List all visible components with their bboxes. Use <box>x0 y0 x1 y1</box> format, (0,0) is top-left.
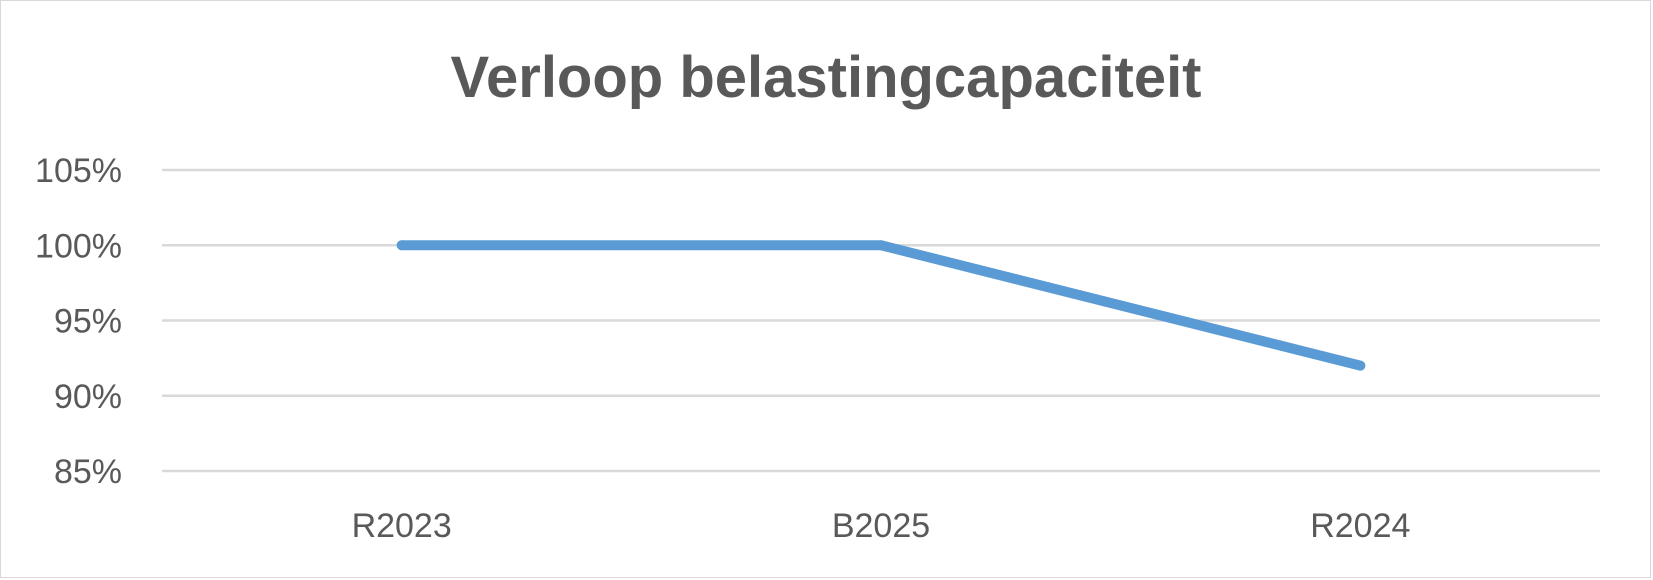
series-line <box>396 240 1366 371</box>
x-tick-label: R2023 <box>352 507 452 545</box>
series-group <box>396 240 1366 371</box>
y-tick-label: 85% <box>54 453 122 491</box>
data-point <box>1355 360 1366 371</box>
y-tick-label: 90% <box>54 378 122 416</box>
x-tick-label: R2024 <box>1310 507 1410 545</box>
chart-title: Verloop belastingcapaciteit <box>451 45 1202 110</box>
y-tick-label: 105% <box>35 152 122 190</box>
gridlines <box>162 168 1600 473</box>
y-tick-label: 100% <box>35 227 122 265</box>
data-point <box>876 240 886 251</box>
data-point <box>396 240 407 251</box>
y-axis-tick-labels: 85% 90% 95% 100% 105% <box>35 152 122 491</box>
x-axis-tick-labels: R2023 B2025 R2024 <box>352 507 1411 545</box>
x-tick-label: B2025 <box>832 507 930 545</box>
y-tick-label: 95% <box>54 303 122 341</box>
